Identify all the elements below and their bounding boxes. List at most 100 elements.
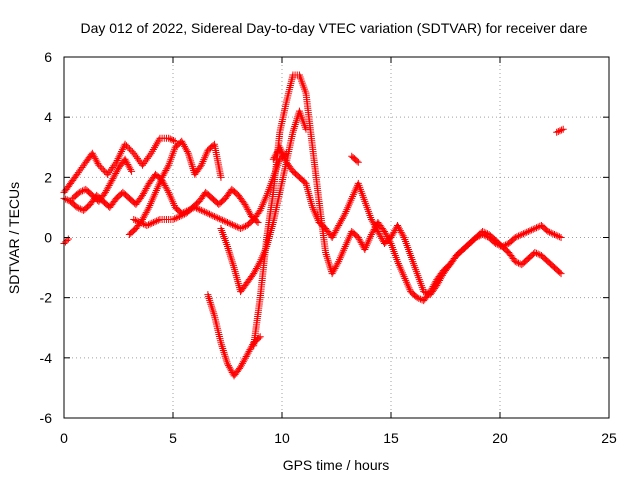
data-point-marker — [323, 254, 331, 262]
data-point-marker — [202, 209, 210, 217]
data-point-marker — [526, 227, 534, 235]
x-tick-label: 25 — [601, 430, 617, 446]
data-point-marker — [131, 216, 139, 224]
data-point-marker — [292, 117, 300, 125]
data-point-marker — [75, 188, 83, 196]
data-point-marker — [207, 300, 215, 308]
data-point-marker — [205, 294, 213, 302]
data-point-marker — [143, 221, 151, 229]
series-trace-12 — [553, 125, 567, 136]
data-point-marker — [511, 258, 519, 266]
data-point-marker — [533, 224, 541, 232]
data-point-marker — [98, 164, 106, 172]
data-point-marker — [558, 126, 566, 134]
data-point-marker — [124, 143, 132, 151]
y-tick-label: -6 — [40, 410, 53, 426]
data-point-marker — [64, 235, 72, 243]
data-point-marker — [353, 157, 361, 165]
data-point-marker — [149, 218, 157, 226]
data-point-marker — [555, 233, 563, 241]
series-trace-10 — [269, 143, 565, 299]
data-point-marker — [255, 334, 263, 342]
data-point-marker — [169, 215, 177, 223]
data-point-marker — [219, 216, 227, 224]
data-point-marker — [148, 219, 156, 227]
data-point-marker — [500, 242, 508, 250]
data-point-marker — [118, 146, 126, 154]
data-point-marker — [164, 163, 172, 171]
data-point-marker — [217, 173, 225, 181]
data-point-marker — [116, 151, 124, 159]
data-point-marker — [135, 218, 143, 226]
data-point-marker — [146, 220, 154, 228]
data-point-marker — [136, 218, 144, 226]
data-point-marker — [220, 348, 228, 356]
data-point-marker — [186, 155, 194, 163]
data-point-marker — [133, 217, 141, 225]
y-tick-label: 4 — [44, 109, 52, 125]
data-point-marker — [219, 345, 227, 353]
data-point-marker — [533, 249, 541, 257]
data-point-marker — [171, 215, 179, 223]
data-point-marker — [226, 250, 234, 258]
data-point-marker — [415, 294, 423, 302]
data-point-marker — [140, 220, 148, 228]
data-point-marker — [207, 302, 215, 310]
series-trace-2 — [60, 134, 179, 196]
data-point-marker — [194, 205, 202, 213]
data-point-marker — [224, 218, 231, 226]
data-point-marker — [73, 203, 81, 211]
data-point-marker — [204, 293, 212, 301]
data-point-marker — [164, 187, 172, 195]
axis-ticks: 0 5 10 15 20 25 -6 -4 -2 0 2 4 6 — [40, 49, 617, 446]
data-point-marker — [121, 140, 129, 148]
data-point-marker — [172, 214, 180, 222]
data-point-marker — [144, 221, 152, 229]
data-point-marker — [228, 221, 236, 229]
data-point-marker — [151, 218, 159, 226]
data-point-marker — [217, 215, 225, 223]
data-point-marker — [354, 158, 362, 166]
chart-title: Day 012 of 2022, Sidereal Day-to-day VTE… — [80, 20, 587, 36]
data-point-marker — [521, 229, 529, 237]
data-point-marker — [218, 343, 226, 351]
data-point-marker — [138, 219, 146, 227]
data-point-marker — [291, 121, 299, 129]
data-point-marker — [75, 204, 83, 212]
data-point-marker — [552, 231, 560, 239]
y-tick-label: 2 — [44, 169, 52, 185]
data-point-marker — [215, 215, 223, 223]
series-trace-7 — [204, 291, 264, 380]
data-point-marker — [531, 224, 539, 232]
data-point-marker — [479, 227, 487, 235]
data-point-marker — [226, 252, 234, 260]
data-point-marker — [144, 205, 152, 213]
data-point-marker — [204, 209, 212, 217]
data-point-marker — [340, 211, 348, 219]
data-point-marker — [292, 119, 300, 127]
data-point-marker — [420, 288, 428, 296]
data-point-marker — [118, 147, 126, 155]
data-point-marker — [197, 206, 205, 214]
data-point-marker — [127, 166, 135, 174]
data-point-marker — [554, 127, 562, 135]
data-point-marker — [518, 230, 526, 238]
data-point-marker — [229, 260, 237, 268]
data-point-marker — [62, 195, 70, 203]
data-point-marker — [498, 243, 506, 251]
data-point-marker — [206, 298, 214, 306]
y-tick-label: 0 — [44, 230, 52, 246]
data-point-marker — [122, 142, 130, 150]
data-point-marker — [501, 241, 509, 249]
data-point-marker — [176, 212, 184, 220]
data-points — [60, 71, 567, 380]
data-point-marker — [174, 213, 182, 221]
grid — [64, 57, 609, 418]
data-point-marker — [99, 166, 107, 174]
data-point-marker — [170, 136, 178, 144]
data-point-marker — [95, 161, 103, 169]
data-point-marker — [529, 225, 537, 233]
data-point-marker — [219, 346, 227, 354]
data-point-marker — [168, 136, 176, 144]
data-point-marker — [421, 288, 429, 296]
